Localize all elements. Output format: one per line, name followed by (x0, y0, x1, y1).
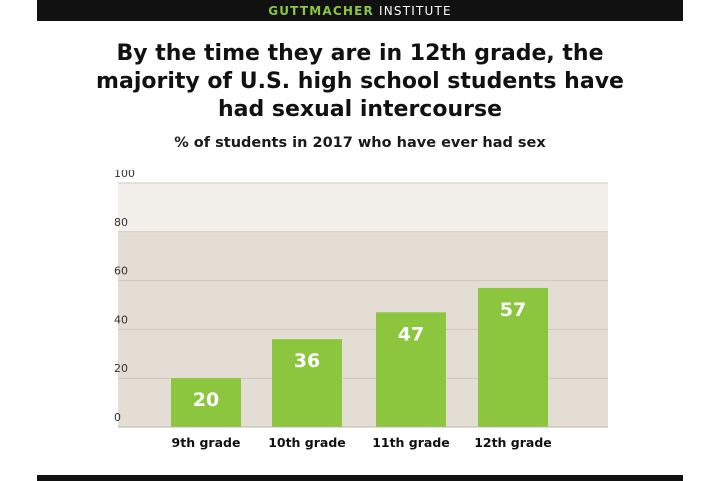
y-tick-label-60: 60 (114, 265, 128, 278)
bar-2 (272, 339, 342, 427)
plot-background-top (118, 183, 608, 232)
footer-bar (37, 475, 683, 481)
title-line-2: majority of U.S. high school students ha… (96, 69, 624, 94)
brand-name-rest: INSTITUTE (378, 3, 452, 18)
page-title: By the time they are in 12th grade, the … (40, 40, 680, 124)
chart-subtitle: % of students in 2017 who have ever had … (174, 135, 546, 151)
bar-4 (478, 287, 548, 427)
data-label-4: 57 (500, 299, 526, 321)
brand-name-bold: GUTTMACHER (268, 3, 374, 18)
header-bar: GUTTMACHER INSTITUTE (37, 0, 683, 21)
x-tick-label-2: 10th grade (268, 435, 346, 450)
bar-1 (171, 378, 241, 427)
y-tick-label-100: 100 (114, 170, 135, 180)
bar-3 (376, 312, 446, 427)
y-tick-label-80: 80 (114, 216, 128, 229)
title-line-1: By the time they are in 12th grade, the (116, 41, 604, 66)
x-tick-label-4: 12th grade (474, 435, 552, 450)
data-label-3: 47 (398, 323, 424, 345)
brand-logo: GUTTMACHER INSTITUTE (268, 4, 452, 18)
bar-chart: 0 20 40 60 80 100 20 9th grade 36 10th grade 47 11t… (114, 170, 608, 450)
data-label-1: 20 (193, 389, 219, 411)
x-tick-label-3: 11th grade (372, 435, 450, 450)
y-tick-label-20: 20 (114, 362, 128, 375)
data-label-2: 36 (294, 350, 320, 372)
y-tick-label-40: 40 (114, 313, 128, 326)
y-tick-label-0: 0 (114, 411, 121, 424)
x-tick-label-1: 9th grade (172, 435, 241, 450)
title-line-3: had sexual intercourse (217, 97, 502, 122)
